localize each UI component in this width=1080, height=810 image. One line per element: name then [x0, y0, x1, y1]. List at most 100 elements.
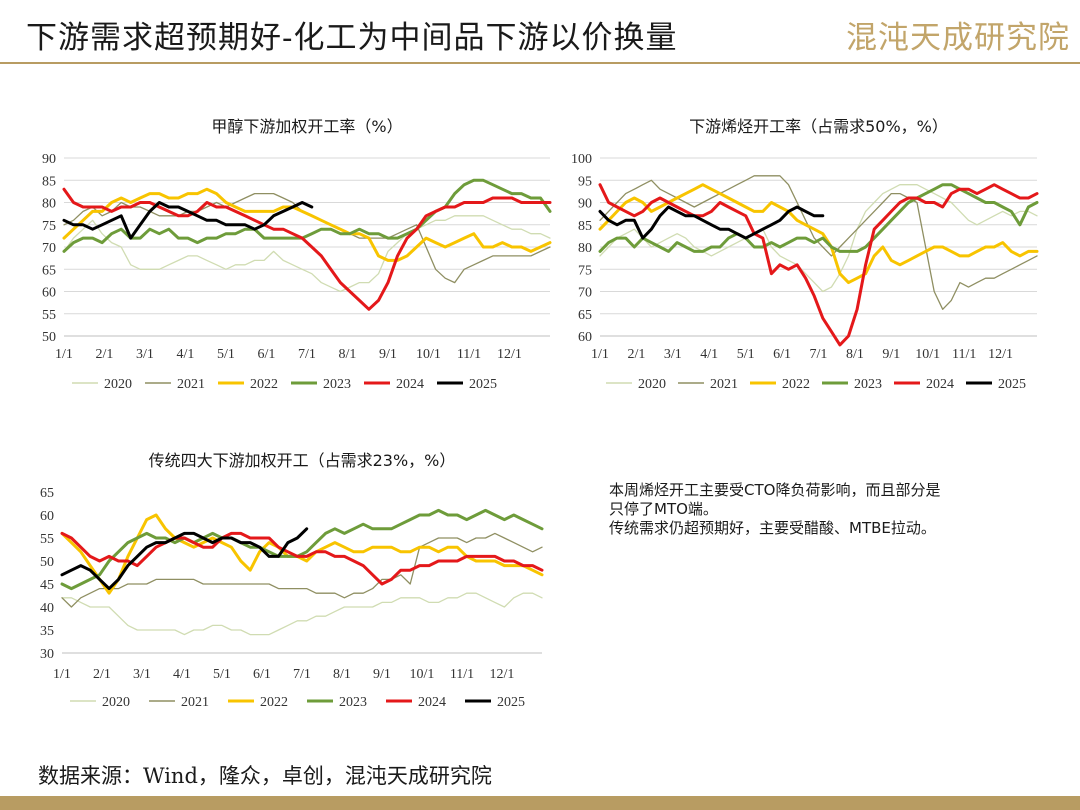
- x-tick-label: 5/1: [737, 347, 755, 362]
- x-tick-label: 5/1: [213, 667, 231, 682]
- y-tick-label: 50: [40, 555, 54, 570]
- series-2021-line: [599, 175, 1038, 310]
- y-tick-label: 85: [42, 174, 56, 189]
- series-2020-line: [61, 592, 543, 636]
- x-tick-label: 4/1: [700, 347, 718, 362]
- chart-svg: 传统四大下游加权开工（占需求23%，%） 30 35 40 45 50 55 60 65 1/1 2…: [40, 451, 544, 710]
- series-2020-line: [599, 184, 1038, 293]
- series-2022-line: [62, 187, 552, 262]
- x-tick-label: 8/1: [333, 667, 351, 682]
- legend-label: 2020: [104, 377, 132, 392]
- legend-label: 2023: [323, 377, 351, 392]
- series-2025-line: [60, 527, 309, 591]
- x-tick-label: 6/1: [773, 347, 791, 362]
- x-tick-label: 12/1: [988, 347, 1013, 362]
- y-tick-label: 45: [40, 578, 54, 593]
- data-source: 数据来源：Wind，隆众，卓创，混沌天成研究院: [38, 764, 492, 788]
- x-tick-label: 9/1: [882, 347, 900, 362]
- logo-text: 混沌天成研究院: [846, 20, 1070, 56]
- x-tick-label: 10/1: [915, 347, 940, 362]
- legend-label: 2022: [250, 377, 278, 392]
- legend-label: 2025: [497, 695, 525, 710]
- legend-label: 2023: [339, 695, 367, 710]
- legend-label: 2025: [469, 377, 497, 392]
- page-title: 下游需求超预期好-化工为中间品下游以价换量: [26, 20, 678, 56]
- brand-logo: 混沌天成研究院: [846, 10, 1069, 56]
- x-tick-label: 4/1: [173, 667, 191, 682]
- x-tick-label: 12/1: [497, 347, 522, 362]
- legend-label: 2024: [926, 377, 954, 392]
- series-2022-line: [598, 183, 1039, 285]
- y-tick-label: 65: [578, 308, 592, 323]
- chart-svg: 下游烯烃开工率（占需求50%，%） 60 65 70 75 80 85 90 95 100 1/1 2…: [571, 117, 1039, 392]
- y-tick-label: 35: [40, 624, 54, 639]
- x-tick-label: 9/1: [379, 347, 397, 362]
- chart-title: 甲醇下游加权开工率（%）: [211, 117, 402, 136]
- y-tick-label: 75: [578, 263, 592, 278]
- series-2023-line: [598, 183, 1039, 253]
- traditional-downstream-chart: 传统四大下游加权开工（占需求23%，%） 30 35 40 45 50 55 60 65 1/1 2…: [20, 442, 550, 727]
- y-tick-label: 95: [578, 174, 592, 189]
- x-tick-label: 2/1: [96, 347, 114, 362]
- series-2025-line: [598, 205, 825, 240]
- footer-bar: [0, 796, 1080, 810]
- legend-label: 2024: [418, 695, 446, 710]
- y-tick-label: 55: [40, 532, 54, 547]
- y-tick-label: 60: [578, 330, 592, 345]
- legend-label: 2020: [102, 695, 130, 710]
- x-tick-label: 2/1: [93, 667, 111, 682]
- y-tick-label: 60: [40, 509, 54, 524]
- x-tick-label: 11/1: [952, 347, 976, 362]
- x-tick-label: 4/1: [177, 347, 195, 362]
- legend-label: 2022: [782, 377, 810, 392]
- olefin-downstream-chart: 下游烯烃开工率（占需求50%，%） 60 65 70 75 80 85 90 95 100 1/1 2…: [570, 108, 1045, 408]
- x-tick-label: 8/1: [846, 347, 864, 362]
- series-2020-line: [63, 215, 551, 293]
- methanol-downstream-chart: 甲醇下游加权开工率（%） 50 55 60 65 70 75 80 85 90 1/1 2/1 3/1 4…: [28, 108, 558, 408]
- y-tick-label: 80: [578, 241, 592, 256]
- y-tick-label: 55: [42, 308, 56, 323]
- x-tick-label: 7/1: [298, 347, 316, 362]
- y-tick-label: 70: [578, 286, 592, 301]
- x-tick-label: 11/1: [450, 667, 474, 682]
- series-2024-line: [60, 531, 544, 586]
- series-2023-line: [62, 178, 552, 253]
- y-tick-label: 40: [40, 601, 54, 616]
- x-tick-label: 7/1: [293, 667, 311, 682]
- commentary-text: 本周烯烃开工主要受CTO降负荷影响，而且部分是 只停了MTO端。 传统需求仍超预…: [609, 481, 1029, 538]
- x-tick-label: 3/1: [133, 667, 151, 682]
- legend-label: 2021: [710, 377, 738, 392]
- legend-label: 2025: [998, 377, 1026, 392]
- x-tick-label: 6/1: [253, 667, 271, 682]
- commentary-line: 本周烯烃开工主要受CTO降负荷影响，而且部分是: [609, 481, 941, 499]
- x-tick-label: 8/1: [339, 347, 357, 362]
- chart-title: 下游烯烃开工率（占需求50%，%）: [689, 117, 948, 136]
- y-tick-label: 85: [578, 219, 592, 234]
- x-tick-label: 10/1: [410, 667, 435, 682]
- series-2021-line: [61, 532, 543, 608]
- legend-label: 2021: [181, 695, 209, 710]
- series-2023-line: [60, 508, 544, 591]
- x-tick-label: 5/1: [217, 347, 235, 362]
- x-tick-label: 7/1: [810, 347, 828, 362]
- legend-label: 2024: [396, 377, 424, 392]
- commentary-line: 只停了MTO端。: [609, 500, 718, 518]
- commentary-line: 传统需求仍超预期好，主要受醋酸、MTBE拉动。: [609, 519, 936, 537]
- y-tick-label: 70: [42, 241, 56, 256]
- x-tick-label: 10/1: [416, 347, 441, 362]
- series-2024-line: [62, 187, 552, 311]
- x-tick-label: 3/1: [664, 347, 682, 362]
- y-tick-label: 65: [42, 263, 56, 278]
- y-tick-label: 30: [40, 647, 54, 662]
- y-tick-label: 65: [40, 486, 54, 501]
- legend-label: 2022: [260, 695, 288, 710]
- y-tick-label: 90: [578, 197, 592, 212]
- x-tick-label: 2/1: [627, 347, 645, 362]
- x-tick-label: 1/1: [591, 347, 609, 362]
- x-tick-label: 6/1: [258, 347, 276, 362]
- x-tick-label: 9/1: [373, 667, 391, 682]
- header-divider: [0, 62, 1080, 64]
- y-tick-label: 100: [571, 152, 592, 167]
- x-tick-label: 3/1: [136, 347, 154, 362]
- legend-label: 2023: [854, 377, 882, 392]
